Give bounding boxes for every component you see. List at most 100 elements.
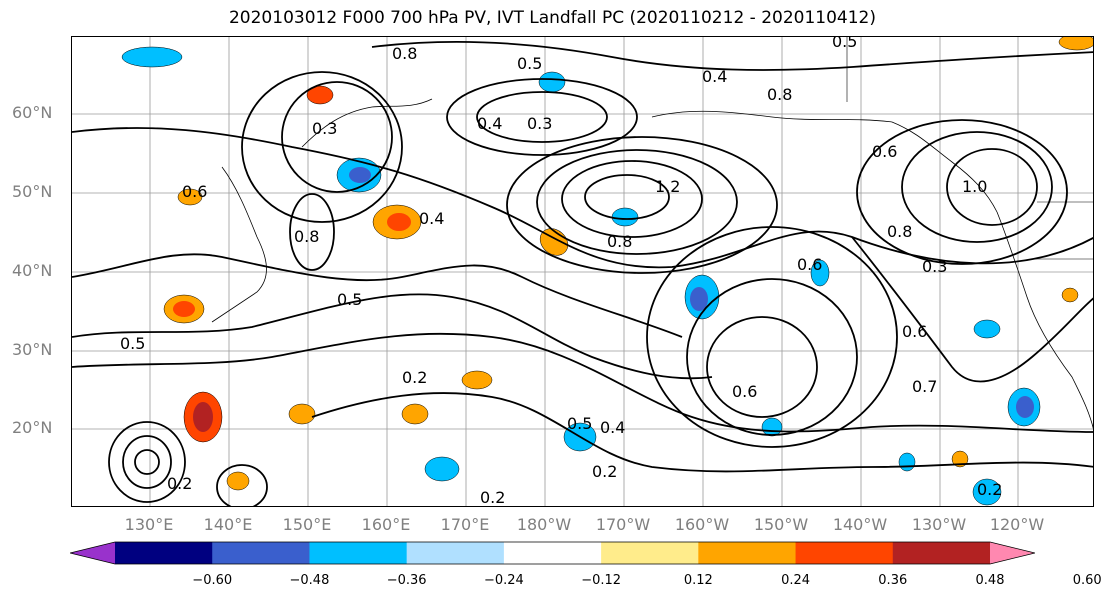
pv-neg-blob	[611, 207, 639, 227]
colorbar-extend-min	[70, 542, 115, 564]
ivt-contour	[371, 40, 1093, 71]
coast-kamchatka	[301, 98, 433, 148]
ivt-contour	[706, 316, 818, 418]
pv-pos-core	[387, 213, 411, 231]
colorbar-extend-max	[990, 542, 1035, 564]
coast-alaska	[651, 110, 998, 213]
colorbar-segment	[212, 542, 310, 564]
pv-pos-core	[173, 301, 195, 317]
ivt-contour	[506, 136, 778, 274]
lon-label-140e: 140°E	[203, 515, 253, 534]
contour-label: 1.0	[962, 177, 987, 196]
pv-neg-blob	[538, 71, 566, 93]
lon-label-180w: 180°W	[516, 515, 572, 534]
ivt-contour	[72, 253, 683, 338]
contour-label: 0.8	[767, 85, 792, 104]
ivt-contour	[851, 236, 1093, 383]
pv-neg-blob	[973, 319, 1001, 339]
coast-japan	[211, 166, 267, 323]
ivt-contour	[901, 131, 1053, 243]
pv-neg-core	[349, 167, 371, 183]
ivt-contours	[72, 40, 1093, 506]
pv-pos-blob	[288, 403, 316, 425]
colorbar-segment	[309, 542, 408, 564]
contour-label: 0.4	[477, 114, 502, 133]
contour-label: 0.2	[167, 474, 192, 493]
ivt-contour	[289, 193, 335, 271]
lon-label-160e: 160°E	[361, 515, 411, 534]
contour-label: 0.6	[797, 255, 822, 274]
ivt-contour	[122, 435, 172, 489]
lat-label-50n: 50°N	[12, 182, 53, 201]
ivt-contour	[446, 78, 638, 156]
colorbar-segments	[70, 541, 1035, 565]
colorbar-segment	[115, 542, 213, 564]
contour-label: 0.5	[517, 54, 542, 73]
colorbar-outline	[70, 541, 1035, 565]
colorbar-tick-label: 0.36	[878, 573, 908, 588]
pv-neg-blob	[761, 417, 783, 437]
contour-label: 0.4	[702, 67, 727, 86]
pv-pos-core	[193, 402, 213, 432]
ivt-contour	[536, 149, 738, 255]
contour-label: 0.2	[480, 488, 505, 507]
colorbar-segment	[698, 542, 797, 564]
lon-label-140w: 140°W	[832, 515, 888, 534]
contour-label: 0.3	[527, 114, 552, 133]
coast-west-america	[996, 211, 1093, 430]
ivt-contour	[216, 464, 268, 506]
colorbar-tick-label: 0.60	[1072, 573, 1102, 588]
lat-label-20n: 20°N	[12, 418, 53, 437]
ivt-contour	[108, 421, 186, 503]
chart-title: 2020103012 F000 700 hPa PV, IVT Landfall…	[228, 8, 876, 28]
ivt-contour	[72, 127, 1093, 269]
contour-label: 0.5	[567, 414, 592, 433]
lon-label-170w: 170°W	[595, 515, 651, 534]
colorbar-tick-label: 0.12	[683, 573, 713, 588]
ivt-contour	[281, 81, 393, 193]
colorbar-tick-label: 0.48	[975, 573, 1005, 588]
contour-label: 0.8	[294, 227, 319, 246]
contour-label: 0.4	[600, 418, 625, 437]
ivt-contour	[134, 449, 160, 475]
colorbar-segment	[406, 542, 505, 564]
contour-label: 0.6	[732, 382, 757, 401]
ivt-contour	[584, 174, 670, 220]
contour-label: 0.5	[120, 334, 145, 353]
pv-pos-blob	[1061, 287, 1079, 303]
coastlines	[211, 37, 1093, 430]
contour-label: 0.8	[392, 44, 417, 63]
contour-label: 0.5	[832, 37, 857, 51]
pv-pos-blob	[1058, 37, 1093, 51]
contour-label: 0.6	[902, 322, 927, 341]
contour-label: 0.5	[337, 290, 362, 309]
pv-pos-blob	[951, 450, 969, 468]
contour-label: 0.3	[312, 119, 337, 138]
ivt-contour	[311, 392, 1093, 473]
pv-pos-blob	[539, 228, 569, 256]
contour-label: 0.2	[592, 462, 617, 481]
pv-shading	[121, 37, 1093, 506]
colorbar-tick-label: −0.12	[581, 573, 622, 588]
pv-pos-blob	[461, 370, 493, 390]
ivt-contour	[646, 226, 898, 448]
contour-label: 0.4	[419, 209, 444, 228]
ivt-contour	[476, 91, 608, 143]
map-canvas: 0.5 0.8 0.4 0.8 0.4 0.3 0.3 0.6 0.8 0.4 …	[72, 37, 1093, 507]
lon-label-120w: 120°W	[989, 515, 1045, 534]
lon-label-150e: 150°E	[282, 515, 332, 534]
colorbar-segment	[795, 542, 894, 564]
lon-label-130w: 130°W	[911, 515, 967, 534]
contour-label: 0.2	[977, 480, 1002, 499]
pv-neg-blob	[121, 46, 183, 68]
pv-pos-blob	[306, 85, 334, 105]
colorbar-tick-label: −0.48	[289, 573, 330, 588]
pv-pos-blob	[401, 403, 429, 425]
ivt-contour	[561, 160, 703, 238]
pv-neg-core	[1016, 396, 1034, 418]
contour-label: 1.2	[655, 177, 680, 196]
ivt-contour	[72, 293, 713, 380]
colorbar-tick-label: 0.24	[781, 573, 811, 588]
pv-neg-blob	[424, 456, 460, 482]
pv-neg-blob	[898, 452, 916, 472]
